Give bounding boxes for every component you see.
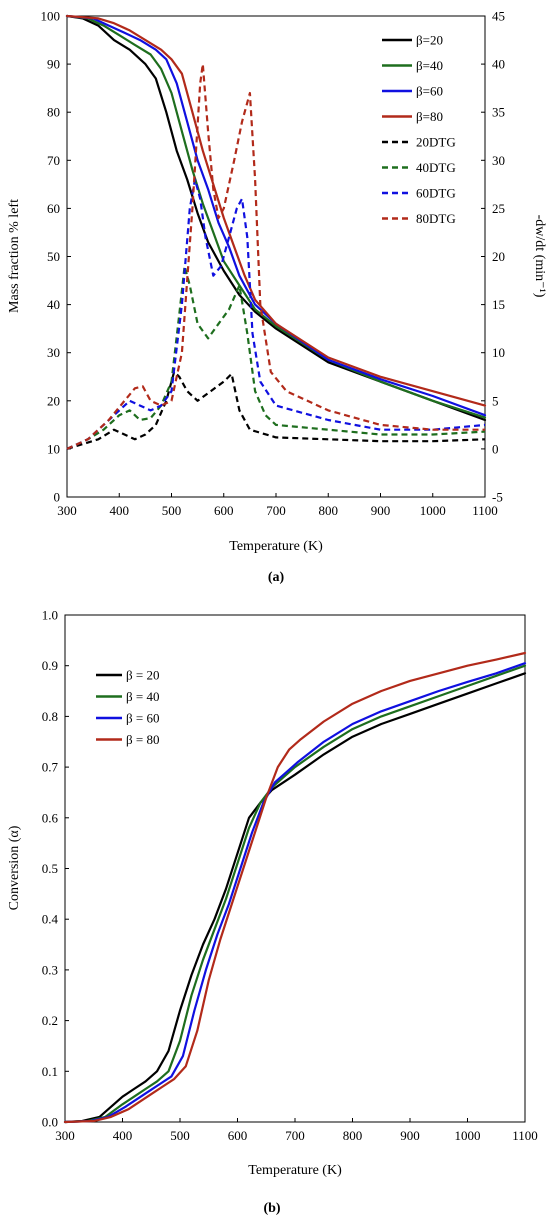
- panel-b-x-tick-label: 500: [170, 1128, 190, 1143]
- panel-a-y-tick-label: 0: [54, 490, 61, 505]
- panel-a-x-ticks: 300 400 500 600 700 800 900 1000 1100: [57, 493, 498, 518]
- panel-b-y-tick-label: 0.4: [42, 912, 59, 927]
- panel-a-series-line-5: [66, 265, 486, 450]
- panel-a-caption: (a): [268, 570, 285, 585]
- panel-a-x-tick-label: 700: [266, 503, 286, 518]
- panel-a-legend: β=20 β=40 β=60 β=80 20DTG 40DTG 60DTG 80DTG: [382, 33, 456, 226]
- panel-a-legend-label: β=80: [416, 109, 443, 124]
- panel-a-y2-tick-label: 30: [492, 153, 505, 168]
- panel-a-series-line-2: [65, 14, 487, 417]
- panel-a-y2-tick-label: 15: [492, 297, 505, 312]
- panel-b-caption: (b): [263, 1201, 280, 1216]
- panel-b-x-tick-label: 900: [400, 1128, 420, 1143]
- panel-a-series-line-3: [65, 14, 487, 407]
- panel-a-legend-label: 80DTG: [416, 211, 456, 226]
- panel-a-y-axis-label: Mass fraction % left: [7, 199, 22, 313]
- panel-a-legend-label: 20DTG: [416, 135, 456, 150]
- panel-a-series-line-0: [65, 14, 487, 422]
- panel-a-y2-tick-label: 40: [492, 57, 505, 72]
- panel-a-y-tick-label: 100: [41, 9, 61, 24]
- panel-b-y-tick-label: 0.2: [42, 1013, 58, 1028]
- panel-a-y2-tick-label: 45: [492, 9, 505, 24]
- panel-a-y2-ticks: -5 0 5 10 15 20 25 30 35 40 45: [481, 9, 505, 505]
- panel-a-legend-label: β=40: [416, 58, 443, 73]
- panel-b-y-tick-label: 0.9: [42, 658, 58, 673]
- panel-a-legend-label: β=60: [416, 84, 443, 99]
- panel-a-y-tick-label: 30: [47, 345, 60, 360]
- panel-a-series-line-4: [66, 370, 486, 450]
- panel-a-x-tick-label: 1000: [420, 503, 446, 518]
- panel-b-x-tick-label: 1100: [512, 1128, 538, 1143]
- panel-b-x-tick-label: 300: [55, 1128, 75, 1143]
- panel-a-y-tick-label: 20: [47, 393, 60, 408]
- panel-a-legend-label: 40DTG: [416, 160, 456, 175]
- panel-b-x-tick-label: 1000: [455, 1128, 481, 1143]
- panel-b-y-tick-label: 0.1: [42, 1064, 58, 1079]
- panel-b-y-ticks: 0.0 0.1 0.2 0.3 0.4 0.5 0.6 0.7 0.8 0.9 1.0: [42, 608, 69, 1130]
- panel-a-x-tick-label: 500: [162, 503, 182, 518]
- panel-a-y2-tick-label: 10: [492, 345, 505, 360]
- panel-b-x-tick-label: 600: [228, 1128, 248, 1143]
- panel-b-y-tick-label: 0.5: [42, 861, 58, 876]
- panel-a-x-tick-label: 400: [110, 503, 130, 518]
- panel-b-x-tick-label: 400: [113, 1128, 133, 1143]
- panel-a-y-tick-label: 60: [47, 201, 60, 216]
- panel-b-x-tick-label: 800: [343, 1128, 363, 1143]
- panel-b-legend-label: β = 80: [126, 732, 159, 747]
- panel-b-series-line-3: [63, 651, 527, 1124]
- panel-b-series-line-0: [63, 672, 527, 1124]
- panel-a-y2-tick-label: 20: [492, 249, 505, 264]
- panel-a-x-tick-label: 900: [371, 503, 391, 518]
- panel-a-x-tick-label: 800: [319, 503, 339, 518]
- panel-a-y2-tick-label: -5: [492, 490, 503, 505]
- panel-a-series-lines: [65, 14, 487, 450]
- panel-a-y2-tick-label: 25: [492, 201, 505, 216]
- panel-b-x-tick-label: 700: [285, 1128, 305, 1143]
- panel-a-y-tick-label: 40: [47, 297, 60, 312]
- panel-a-x-tick-label: 1100: [472, 503, 498, 518]
- panel-b-series-line-1: [63, 664, 527, 1124]
- panel-a-y2-axis-label: -dw/dt (min⁻¹): [532, 215, 547, 298]
- panel-b-legend-label: β = 40: [126, 689, 159, 704]
- panel-b-x-ticks: 300 400 500 600 700 800 900 1000 1100: [55, 1118, 538, 1143]
- panel-a-y-tick-label: 70: [47, 153, 60, 168]
- panel-b-series-line-2: [63, 662, 527, 1124]
- panel-b: 300 400 500 600 700 800 900 1000 1100 0.00.10.20…: [7, 608, 538, 1217]
- panel-a-y-tick-label: 90: [47, 57, 60, 72]
- panel-a-y-tick-label: 50: [47, 249, 60, 264]
- panel-b-series-lines: [63, 651, 527, 1124]
- panel-b-legend-label: β = 60: [126, 711, 159, 726]
- panel-a-x-tick-label: 300: [57, 503, 77, 518]
- panel-a-y2-tick-label: 5: [492, 393, 499, 408]
- panel-b-legend-label: β = 20: [126, 668, 159, 683]
- panel-a-x-axis-label: Temperature (K): [229, 539, 323, 554]
- panel-a-y-ticks: 0 10 20 30 40 50 60 70 80 90 100: [41, 9, 71, 505]
- panel-b-legend: β = 20 β = 40 β = 60 β = 80: [96, 668, 159, 747]
- panel-a: 300 400 500 600 700 800 900 1000 1100 0102030405…: [7, 9, 547, 586]
- panel-b-x-axis-label: Temperature (K): [248, 1163, 342, 1178]
- panel-a-y2-tick-label: 35: [492, 105, 505, 120]
- panel-b-y-tick-label: 1.0: [42, 608, 58, 623]
- panel-a-legend-label: 60DTG: [416, 186, 456, 201]
- panel-a-series-line-6: [66, 178, 486, 450]
- panel-b-y-tick-label: 0.7: [42, 760, 59, 775]
- panel-b-y-tick-label: 0.8: [42, 709, 58, 724]
- panel-b-y-axis-label: Conversion (α): [7, 825, 22, 910]
- panel-a-x-tick-label: 600: [214, 503, 234, 518]
- panel-a-y-tick-label: 10: [47, 441, 60, 456]
- panel-b-y-tick-label: 0.6: [42, 810, 59, 825]
- panel-a-legend-label: β=20: [416, 33, 443, 48]
- panel-b-y-tick-label: 0.0: [42, 1115, 58, 1130]
- panel-a-y2-tick-label: 0: [492, 441, 499, 456]
- panel-a-series-line-7: [66, 62, 485, 450]
- panel-b-y-tick-label: 0.3: [42, 962, 58, 977]
- panel-a-y-tick-label: 80: [47, 105, 60, 120]
